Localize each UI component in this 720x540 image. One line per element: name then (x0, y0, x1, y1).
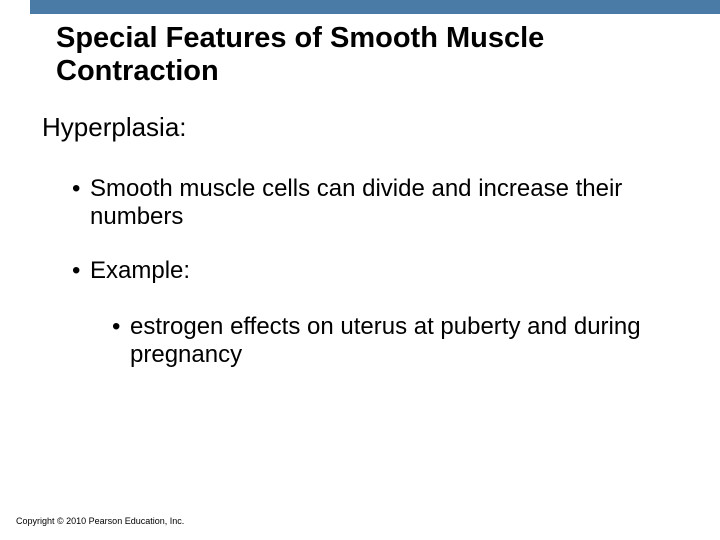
slide: Special Features of Smooth Muscle Contra… (0, 0, 720, 540)
bullet-text: estrogen effects on uterus at puberty an… (130, 313, 641, 368)
top-accent-bar (30, 0, 720, 14)
copyright-text: Copyright © 2010 Pearson Education, Inc. (16, 516, 184, 526)
bullet-marker-icon: • (72, 175, 80, 203)
slide-subtitle: Hyperplasia: (42, 112, 187, 143)
slide-title: Special Features of Smooth Muscle Contra… (56, 22, 680, 89)
bullet-marker-icon: • (112, 313, 120, 341)
bullet-item: • Example: (90, 257, 670, 285)
bullet-text: Smooth muscle cells can divide and incre… (90, 175, 622, 230)
bullet-subitem: • estrogen effects on uterus at puberty … (130, 313, 670, 370)
bullet-item: • Smooth muscle cells can divide and inc… (90, 175, 670, 232)
bullet-text: Example: (90, 257, 190, 284)
bullet-marker-icon: • (72, 257, 80, 285)
